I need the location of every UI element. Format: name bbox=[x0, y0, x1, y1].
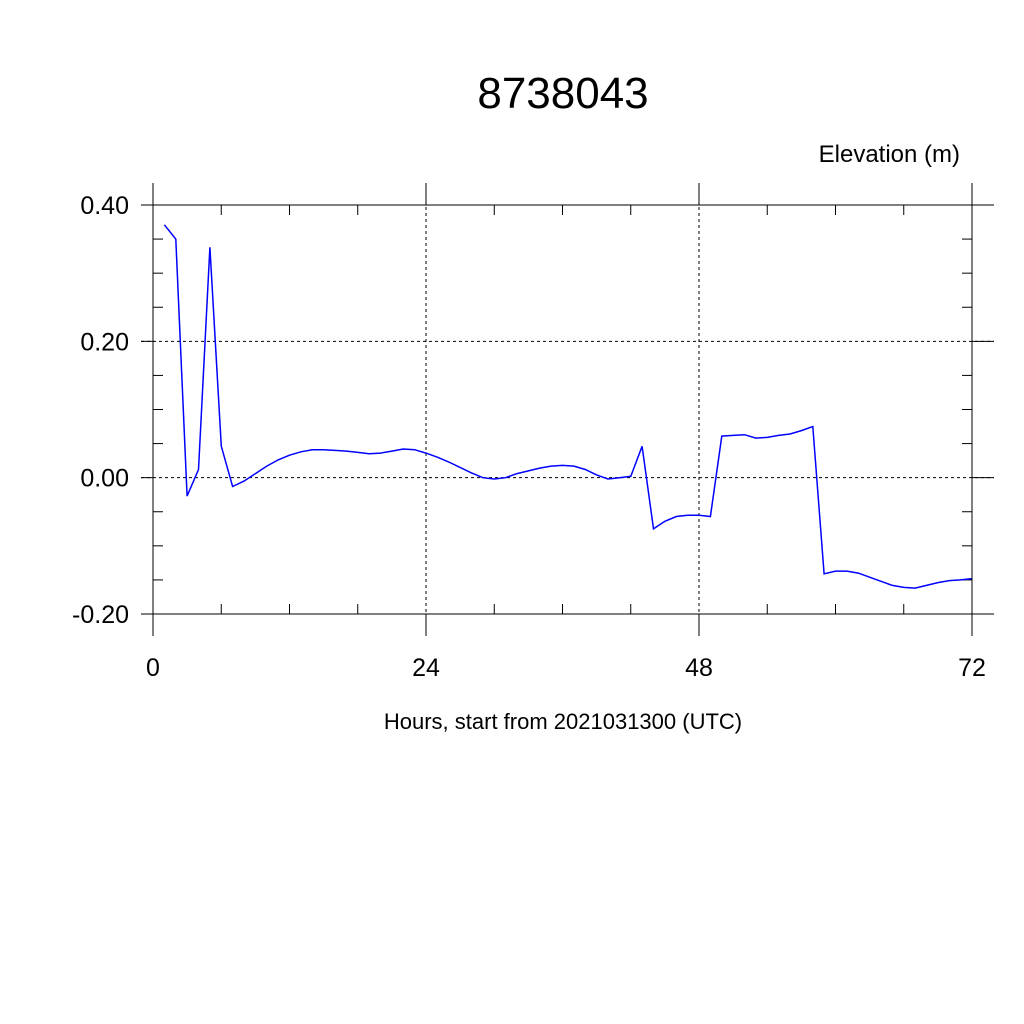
y-axis-label: Elevation (m) bbox=[819, 141, 960, 168]
x-tick-label: 0 bbox=[146, 654, 160, 682]
x-axis-label: Hours, start from 2021031300 (UTC) bbox=[384, 709, 742, 734]
x-tick-label: 24 bbox=[412, 654, 440, 682]
axis-ticks bbox=[141, 183, 994, 636]
x-tick-label: 48 bbox=[685, 654, 713, 682]
y-tick-label: 0.40 bbox=[80, 192, 129, 220]
plot-frame bbox=[152, 204, 973, 615]
x-tick-label: 72 bbox=[958, 654, 986, 682]
y-tick-label: 0.00 bbox=[80, 465, 129, 493]
chart-title: 8738043 bbox=[477, 69, 648, 118]
series bbox=[163, 224, 973, 589]
grid bbox=[141, 183, 994, 636]
y-tick-label: 0.20 bbox=[80, 328, 129, 356]
y-tick-label: -0.20 bbox=[72, 601, 129, 629]
tick-labels: 0.40 0.20 0.00 -0.20 0 24 48 72 bbox=[72, 192, 986, 682]
elevation-series-line bbox=[163, 224, 973, 589]
